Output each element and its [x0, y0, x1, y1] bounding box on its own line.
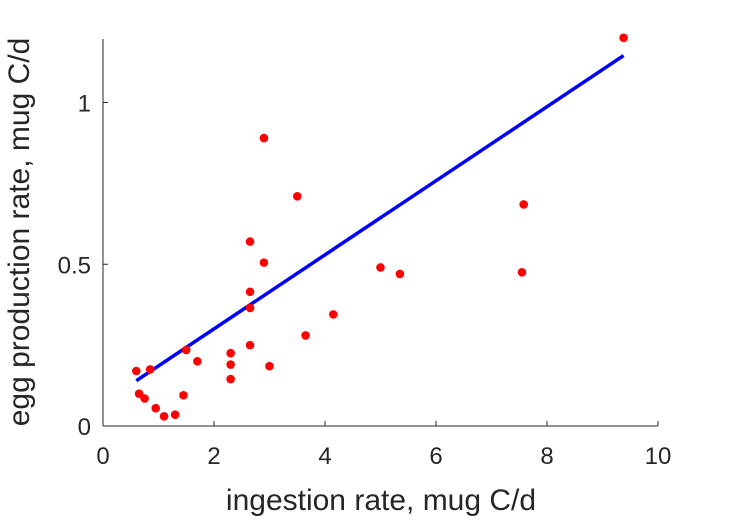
data-point [132, 366, 141, 376]
data-point [245, 303, 255, 313]
data-point [151, 403, 161, 413]
data-point [245, 287, 255, 297]
x-tick-label: 4 [318, 443, 331, 470]
data-point [259, 258, 269, 267]
data-point [170, 410, 180, 419]
x-tick-label: 10 [645, 443, 672, 470]
data-point [245, 237, 255, 246]
y-tick-label: 1 [78, 91, 91, 118]
x-tick-label: 2 [207, 443, 220, 470]
x-tick-label: 6 [429, 443, 442, 470]
data-point [292, 192, 302, 201]
data-point [140, 394, 149, 403]
data-point [193, 357, 202, 366]
data-point [145, 365, 155, 374]
data-point [226, 374, 235, 384]
data-point [245, 340, 255, 350]
data-point [265, 361, 274, 371]
data-point [376, 263, 385, 272]
data-point [226, 348, 235, 358]
data-point [619, 33, 628, 43]
data-point [301, 331, 310, 340]
x-tick-label: 0 [96, 443, 109, 470]
data-point [159, 411, 169, 421]
y-axis-label: egg production rate, mug C/d [3, 38, 36, 427]
fit-line [135, 54, 625, 383]
fit-line-layer [135, 54, 625, 383]
x-tick-label: 8 [540, 443, 553, 470]
data-point [181, 345, 191, 355]
data-point [226, 360, 235, 369]
data-point [395, 269, 405, 279]
data-point [517, 268, 527, 277]
data-points-layer [132, 33, 628, 421]
y-tick-label: 0.5 [58, 252, 91, 279]
data-point [259, 133, 269, 143]
y-tick-label: 0 [78, 414, 91, 441]
x-axis-label: ingestion rate, mug C/d [226, 484, 536, 517]
axes: 0 2 4 6 8 10 0 0.5 1 [58, 39, 672, 470]
data-point [519, 200, 528, 209]
data-point [179, 390, 188, 400]
data-point [134, 389, 144, 398]
data-point [329, 310, 338, 319]
